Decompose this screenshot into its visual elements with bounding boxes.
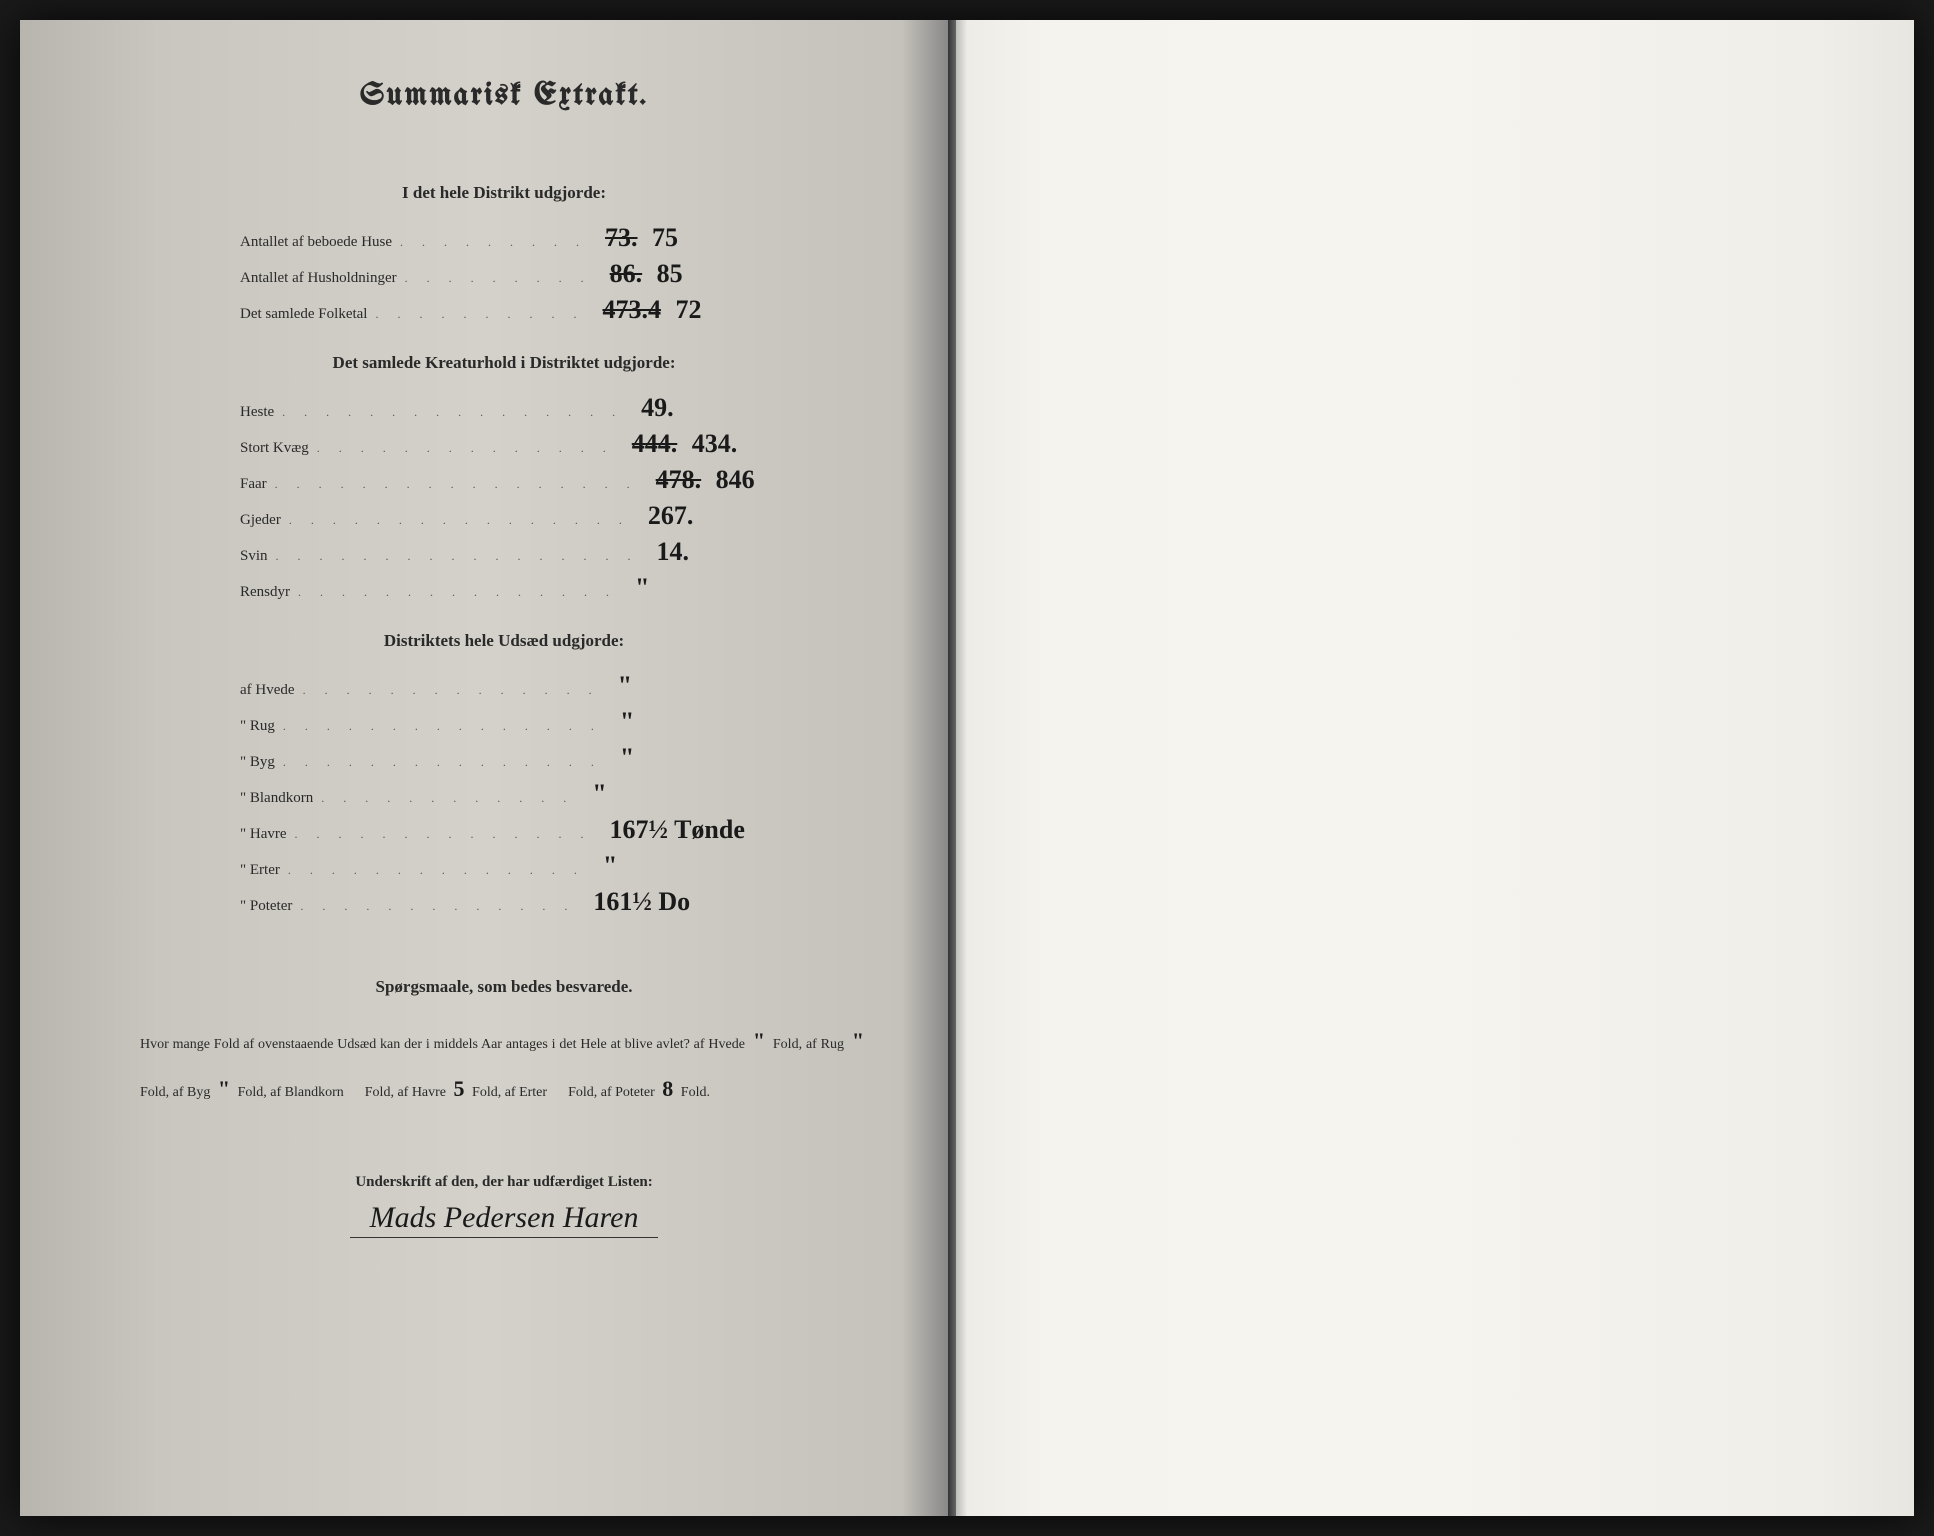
label: " Byg <box>240 754 275 771</box>
value: " <box>592 779 752 809</box>
signature-name: Mads Pedersen Haren <box>350 1201 659 1238</box>
value: 49. <box>641 393 801 423</box>
value: " <box>603 851 763 881</box>
label: Stort Kvæg <box>240 440 309 457</box>
dots: . . . . . . . . . <box>400 235 587 250</box>
questions-section: Spørgsmaale, som bedes besvarede. Hvor m… <box>130 977 878 1114</box>
row-reindeer: Rensdyr . . . . . . . . . . . . . . . " <box>130 573 878 603</box>
dots: . . . . . . . . . . . . <box>321 791 574 806</box>
answer-barley: " <box>214 1076 234 1101</box>
dots: . . . . . . . . . . . . . . . . . <box>275 477 638 492</box>
value: " <box>618 671 778 701</box>
row-goats: Gjeder . . . . . . . . . . . . . . . . 2… <box>130 501 878 531</box>
label: Gjeder <box>240 512 281 529</box>
row-potatoes: " Poteter . . . . . . . . . . . . . 161½… <box>130 887 878 917</box>
value: 167½ Tønde <box>610 815 770 845</box>
book-spine <box>948 20 956 1516</box>
dots: . . . . . . . . . . . . . . . <box>298 585 617 600</box>
row-horses: Heste . . . . . . . . . . . . . . . . 49… <box>130 393 878 423</box>
row-houses: Antallet af beboede Huse . . . . . . . .… <box>130 223 878 253</box>
row-peas: " Erter . . . . . . . . . . . . . . " <box>130 851 878 881</box>
page-title: Summarisk Extrakt. <box>130 80 878 113</box>
row-rye: " Rug . . . . . . . . . . . . . . . " <box>130 707 878 737</box>
label: Heste <box>240 404 274 421</box>
value: 267. <box>648 501 808 531</box>
label: Antallet af beboede Huse <box>240 234 392 251</box>
section-district-header: I det hele Distrikt udgjorde: <box>130 183 878 203</box>
answer-rye: " <box>848 1028 868 1053</box>
section-seed-header: Distriktets hele Udsæd udgjorde: <box>130 631 878 651</box>
label: Svin <box>240 548 268 565</box>
row-pigs: Svin . . . . . . . . . . . . . . . . . 1… <box>130 537 878 567</box>
right-page <box>948 20 1914 1516</box>
value: 14. <box>657 537 817 567</box>
label: Antallet af Husholdninger <box>240 270 397 287</box>
dots: . . . . . . . . . . . . . . <box>288 863 585 878</box>
value: " <box>620 707 780 737</box>
left-page: Summarisk Extrakt. I det hele Distrikt u… <box>20 20 948 1516</box>
dots: . . . . . . . . . . . . . . . <box>283 755 602 770</box>
label: " Poteter <box>240 898 292 915</box>
label: " Rug <box>240 718 275 735</box>
dots: . . . . . . . . . . <box>375 307 584 322</box>
dots: . . . . . . . . . . . . . . <box>295 827 592 842</box>
answer-oats: 5 <box>450 1076 469 1101</box>
value: 473.4 72 <box>602 295 762 325</box>
dots: . . . . . . . . . . . . . . . <box>283 719 602 734</box>
value: 478. 846 <box>656 465 816 495</box>
row-sheep: Faar . . . . . . . . . . . . . . . . . 4… <box>130 465 878 495</box>
dots: . . . . . . . . . . . . . . . . <box>282 405 623 420</box>
dots: . . . . . . . . . . . . . . . . <box>289 513 630 528</box>
signature-label: Underskrift af den, der har udfærdiget L… <box>130 1174 878 1191</box>
book-spread: Summarisk Extrakt. I det hele Distrikt u… <box>20 20 1914 1516</box>
label: Rensdyr <box>240 584 290 601</box>
row-households: Antallet af Husholdninger . . . . . . . … <box>130 259 878 289</box>
label: " Havre <box>240 826 287 843</box>
dots: . . . . . . . . . . . . . . <box>303 683 600 698</box>
answer-wheat: " <box>749 1028 769 1053</box>
dots: . . . . . . . . . . . . . <box>300 899 575 914</box>
row-barley: " Byg . . . . . . . . . . . . . . . " <box>130 743 878 773</box>
label: Faar <box>240 476 267 493</box>
value: " <box>620 743 780 773</box>
row-population: Det samlede Folketal . . . . . . . . . .… <box>130 295 878 325</box>
dots: . . . . . . . . . . . . . . <box>317 441 614 456</box>
dots: . . . . . . . . . <box>405 271 592 286</box>
label: " Erter <box>240 862 280 879</box>
label: af Hvede <box>240 682 295 699</box>
row-cattle: Stort Kvæg . . . . . . . . . . . . . . 4… <box>130 429 878 459</box>
value: 444. 434. <box>632 429 792 459</box>
value: 73. 75 <box>605 223 765 253</box>
row-mixgrain: " Blandkorn . . . . . . . . . . . . " <box>130 779 878 809</box>
value: 86. 85 <box>610 259 770 289</box>
row-wheat: af Hvede . . . . . . . . . . . . . . " <box>130 671 878 701</box>
label: " Blandkorn <box>240 790 313 807</box>
signature-block: Underskrift af den, der har udfærdiget L… <box>130 1174 878 1238</box>
answer-potatoes: 8 <box>658 1076 677 1101</box>
section-livestock-header: Det samlede Kreaturhold i Distriktet udg… <box>130 353 878 373</box>
dots: . . . . . . . . . . . . . . . . . <box>276 549 639 564</box>
label: Det samlede Folketal <box>240 306 367 323</box>
value: 161½ Do <box>593 887 753 917</box>
row-oats: " Havre . . . . . . . . . . . . . . 167½… <box>130 815 878 845</box>
questions-header: Spørgsmaale, som bedes besvarede. <box>130 977 878 997</box>
question-body: Hvor mange Fold af ovenstaaende Udsæd ka… <box>130 1017 878 1114</box>
value: " <box>635 573 795 603</box>
